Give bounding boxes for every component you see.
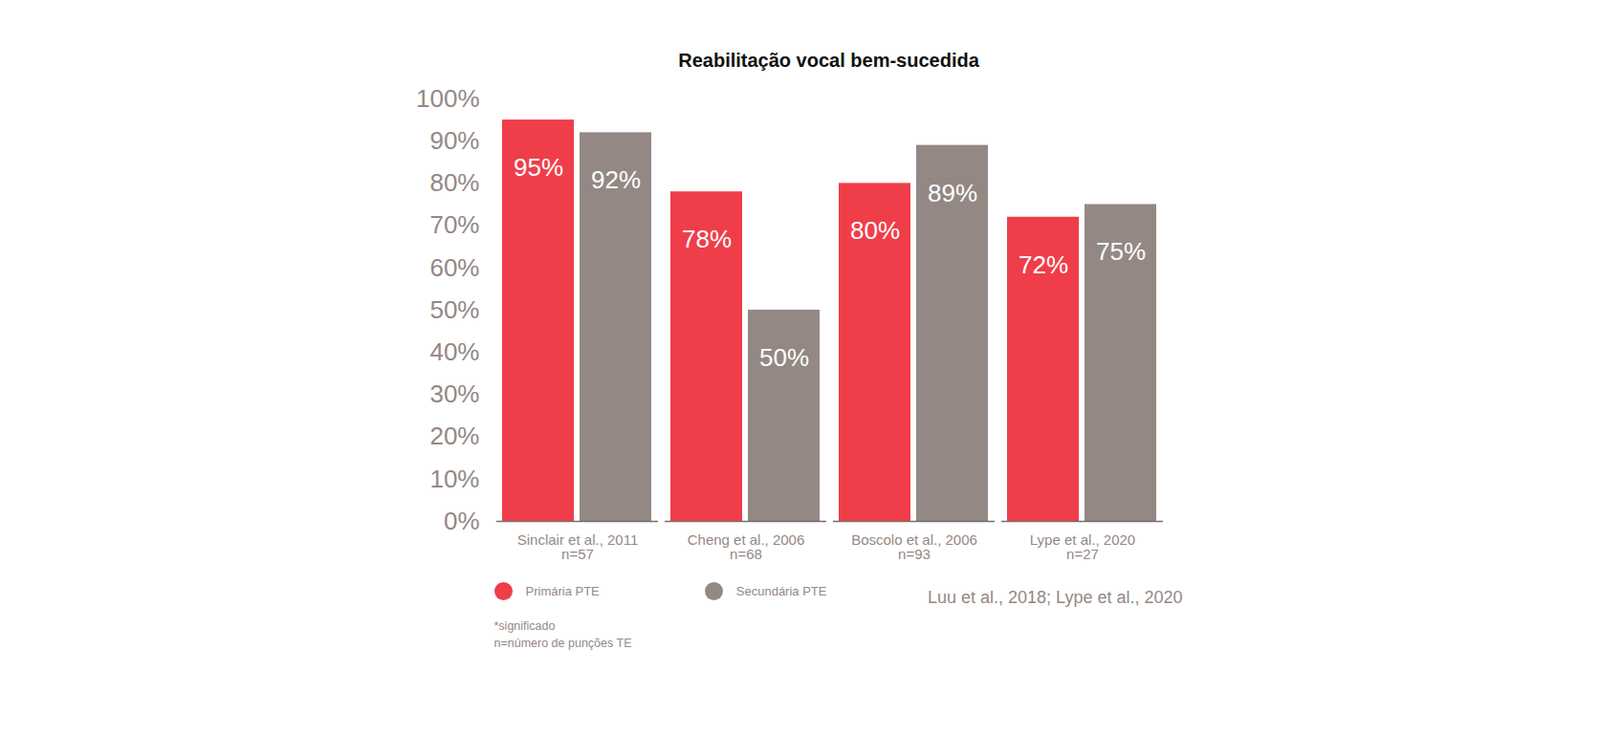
svg-text:50%: 50% <box>758 343 809 373</box>
svg-text:30%: 30% <box>429 379 480 409</box>
svg-text:Sinclair et al., 2011n=57: Sinclair et al., 2011n=57 <box>516 531 637 563</box>
svg-text:40%: 40% <box>429 337 480 367</box>
html-text:Primária PTE: Primária PTE <box>525 584 600 599</box>
svg-text:50%: 50% <box>429 295 480 325</box>
svg-text:78%: 78% <box>680 224 731 254</box>
svg-text:72%: 72% <box>1017 250 1068 280</box>
svg-text:Boscolo et al., 2006n=93: Boscolo et al., 2006n=93 <box>851 531 978 563</box>
svg-text:92%: 92% <box>590 165 640 195</box>
svg-text:100%: 100% <box>416 84 481 113</box>
svg-text:89%: 89% <box>926 178 977 208</box>
svg-text:60%: 60% <box>429 253 480 283</box>
svg-text:20%: 20% <box>429 421 480 451</box>
html-text:Secundária PTE: Secundária PTE <box>736 584 827 599</box>
svg-text:Lype et al., 2020n=27: Lype et al., 2020n=27 <box>1029 531 1135 563</box>
svg-text:10%: 10% <box>429 464 480 494</box>
svg-text:Cheng et al., 2006n=68: Cheng et al., 2006n=68 <box>686 531 805 563</box>
html-text:Reabilitação vocal bem-sucedid: Reabilitação vocal bem-sucedida <box>678 49 980 71</box>
svg-text:80%: 80% <box>429 168 480 198</box>
svg-text:90%: 90% <box>429 126 480 155</box>
svg-text:70%: 70% <box>429 210 480 240</box>
svg-text:80%: 80% <box>849 216 899 245</box>
svg-text:0%: 0% <box>442 506 480 536</box>
html-text:*significado: *significado <box>493 619 556 634</box>
svg-text:75%: 75% <box>1095 237 1145 266</box>
html-text:n=número de punções TE: n=número de punções TE <box>493 636 632 651</box>
html-text:Luu et al., 2018; Lype et al.,: Luu et al., 2018; Lype et al., 2020 <box>927 588 1183 608</box>
svg-text:95%: 95% <box>512 153 563 182</box>
